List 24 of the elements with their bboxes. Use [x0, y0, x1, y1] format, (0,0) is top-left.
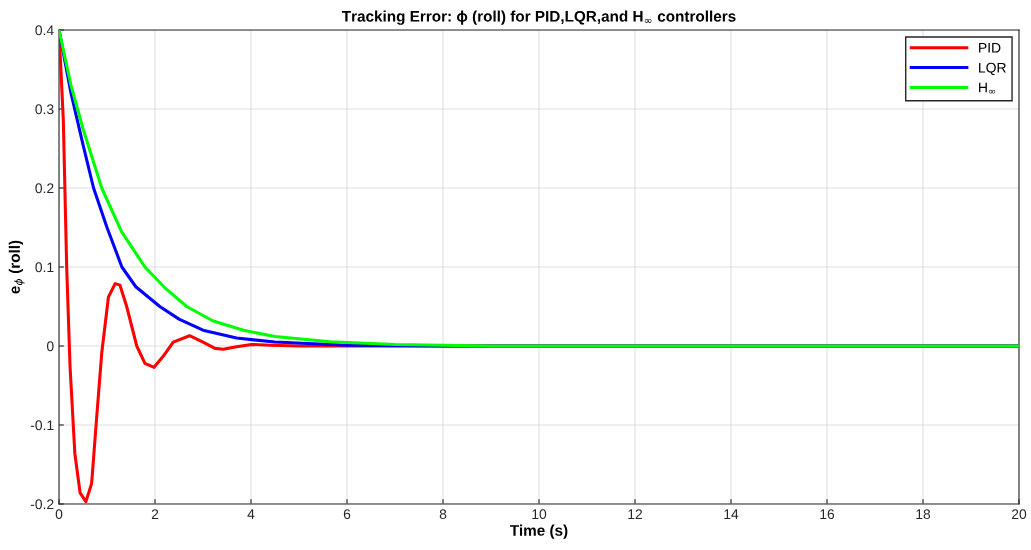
y-tick-label: 0.2: [35, 183, 54, 194]
x-tick-label: 14: [724, 509, 739, 519]
x-tick-label: 6: [343, 509, 351, 520]
y-tick-label: 0.3: [35, 104, 54, 115]
x-tick-label: 8: [439, 509, 447, 520]
x-tick-label: 18: [916, 509, 931, 520]
y-tick-label: 0.1: [35, 262, 54, 273]
y-tick-label: 0: [46, 341, 54, 352]
y-tick-label: -0.1: [30, 420, 54, 431]
legend-label: LQR: [979, 62, 1006, 76]
x-tick-label: 12: [628, 509, 643, 519]
y-axis-title: e$_{ϕ}$ (roll): [8, 240, 25, 294]
x-tick-label: 4: [247, 509, 255, 519]
x-axis-title: Time (s): [510, 524, 568, 539]
chart-title: Tracking Error: ϕ (roll) for PID,LQR,and H$_{∞}$ controllers: [341, 10, 736, 25]
x-tick-label: 16: [820, 509, 835, 520]
legend-label: PID: [979, 43, 1001, 53]
y-tick-label: 0.4: [35, 25, 54, 36]
x-tick-label: 10: [532, 509, 547, 520]
y-tick-label: -0.2: [30, 499, 54, 510]
x-tick-label: 0: [55, 509, 63, 520]
x-tick-label: 2: [151, 509, 159, 519]
x-tick-label: 20: [1011, 509, 1027, 520]
legend-label: H$_{∞}$: [979, 82, 996, 94]
